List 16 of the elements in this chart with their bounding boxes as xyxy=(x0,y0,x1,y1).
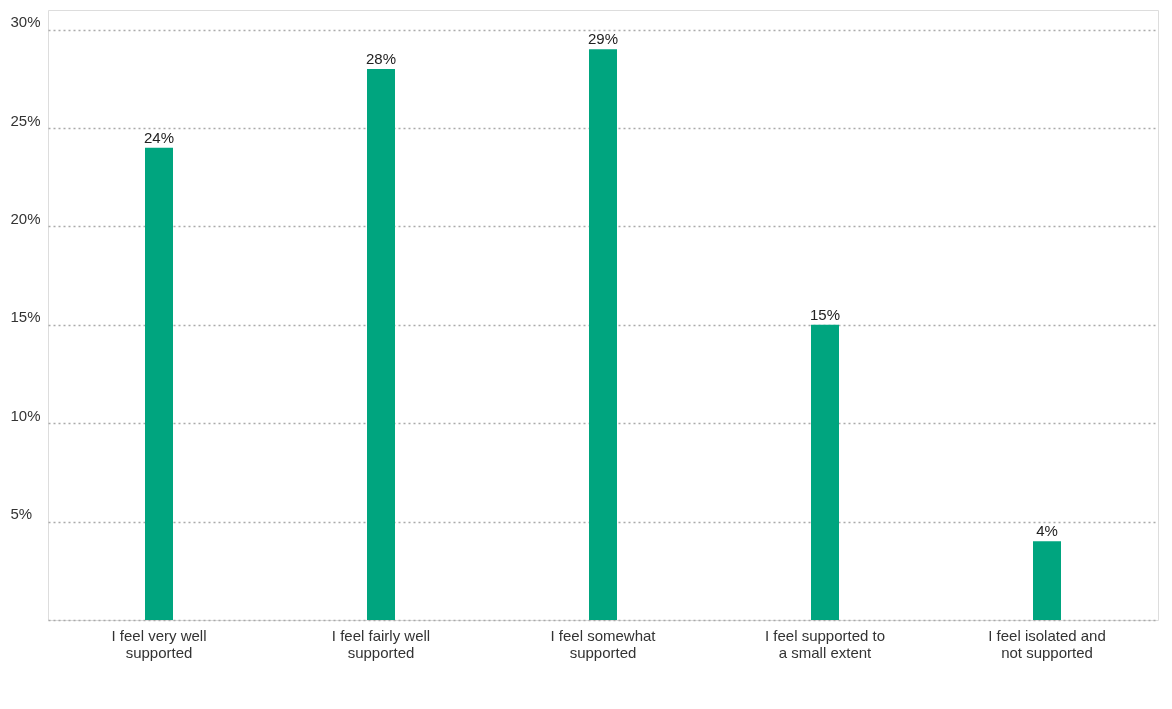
data-label: 28% xyxy=(365,50,397,68)
y-tick-label: 20% xyxy=(10,209,41,227)
data-label: 29% xyxy=(587,30,619,48)
data-label: 15% xyxy=(809,305,841,323)
x-tick-label: I feel isolated and not supported xyxy=(988,626,1106,661)
y-tick-label: 15% xyxy=(10,308,41,326)
y-tick-label: 10% xyxy=(10,406,41,424)
y-tick-label: 5% xyxy=(10,505,33,523)
data-label: 24% xyxy=(143,128,175,146)
data-label: 4% xyxy=(1036,522,1058,540)
x-tick-label: I feel somewhat supported xyxy=(550,626,657,661)
x-tick-label: I feel supported to a small extent xyxy=(764,626,886,661)
y-tick-label: 30% xyxy=(10,13,41,31)
x-tick-label: I feel very well supported xyxy=(111,626,207,661)
x-tick-label: I feel fairly well supported xyxy=(331,626,431,661)
y-tick-label: 25% xyxy=(10,111,41,129)
